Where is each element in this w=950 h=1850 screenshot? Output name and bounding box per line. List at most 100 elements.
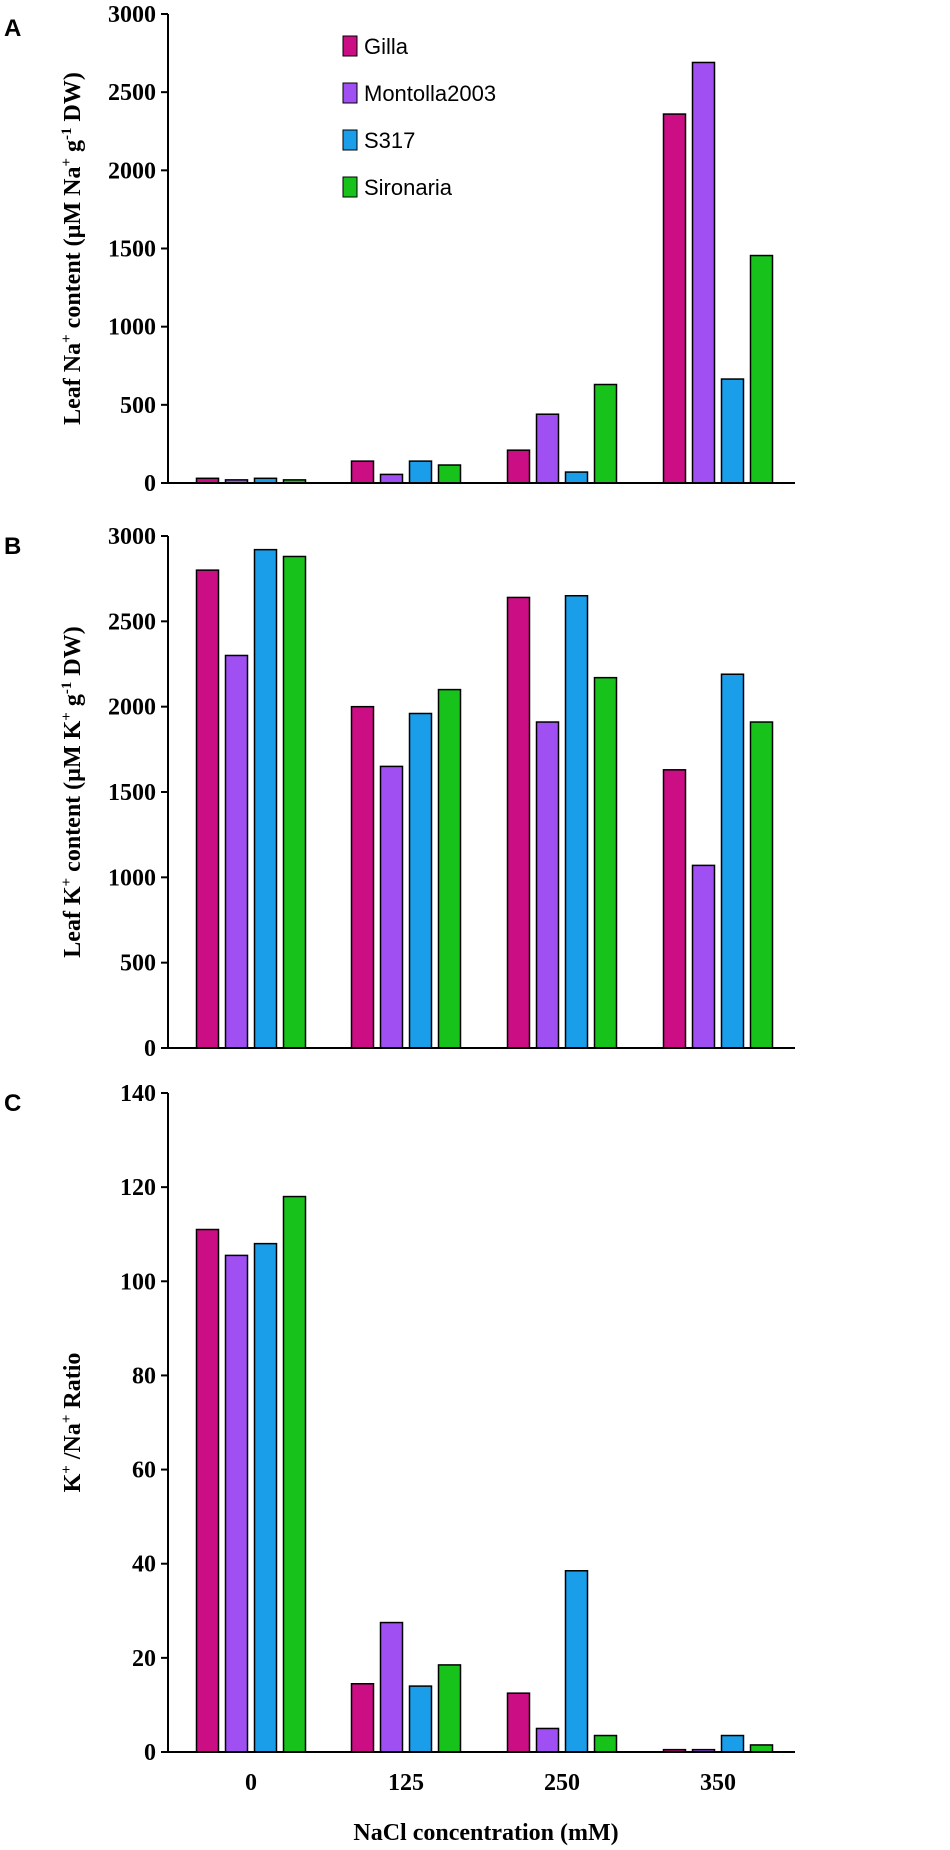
legend-label: Gilla	[364, 34, 409, 59]
y-axis-title-part: content (µM K	[60, 720, 86, 877]
bar-montolla2003-350	[691, 61, 716, 484]
x-tick-label: 125	[388, 1770, 424, 1796]
panel-letter: A	[4, 15, 21, 42]
y-tick-label: 1000	[108, 865, 156, 891]
y-axis-title-part: DW)	[60, 72, 86, 127]
bar-s317-125	[408, 460, 433, 484]
panel-letter: B	[4, 533, 21, 560]
y-tick-label: 0	[144, 471, 156, 497]
bar-montolla2003-250	[535, 413, 560, 484]
bar-gilla-125	[350, 705, 375, 1049]
bar-s317-0	[253, 548, 278, 1049]
y-tick-label: 20	[132, 1646, 156, 1672]
bar-sironaria-125	[437, 1664, 462, 1753]
y-axis-title: Leaf Na+ content (µM Na+ g-1 DW)	[59, 72, 86, 425]
legend-label: Montolla2003	[364, 81, 496, 106]
bar-montolla2003-350	[691, 864, 716, 1049]
bar-sironaria-125	[437, 464, 462, 484]
bar-s317-250	[564, 471, 589, 484]
bar-sironaria-250	[593, 676, 618, 1049]
y-axis-title-superscript: +	[59, 1465, 75, 1474]
x-tick-label: 0	[245, 1770, 257, 1796]
legend: Gilla Montolla2003 S317 Sironaria	[342, 34, 496, 200]
y-axis-title-superscript: +	[59, 334, 75, 343]
bar-sironaria-0	[282, 1195, 307, 1753]
bar-sironaria-350	[749, 1744, 774, 1753]
bar-s317-350	[720, 673, 745, 1049]
y-axis-title-superscript: +	[59, 1415, 75, 1424]
y-tick-label: 3000	[108, 524, 156, 550]
bar-gilla-250	[506, 1692, 531, 1753]
bar-sironaria-125	[437, 688, 462, 1049]
bar-s317-350	[720, 378, 745, 484]
bar-sironaria-350	[749, 254, 774, 484]
y-axis-title-superscript: +	[59, 878, 75, 887]
y-tick-label: 3000	[108, 2, 156, 28]
y-tick-label: 0	[144, 1740, 156, 1766]
legend-label: S317	[364, 128, 415, 153]
bar-gilla-0	[195, 569, 220, 1049]
y-tick-label: 500	[120, 951, 156, 977]
bar-gilla-250	[506, 596, 531, 1049]
y-axis-title-superscript: +	[59, 158, 75, 167]
y-axis-title-part: g	[60, 140, 86, 158]
y-tick-label: 40	[132, 1552, 156, 1578]
bar-montolla2003-0	[224, 1254, 249, 1753]
bar-gilla-125	[350, 460, 375, 484]
bar-montolla2003-250	[535, 721, 560, 1049]
legend-swatch	[342, 129, 358, 151]
y-tick-label: 2500	[108, 80, 156, 106]
y-tick-label: 120	[120, 1175, 156, 1201]
panel-c: C 0 20 40 60 80 100 120 140 K+ /Na+ Ratio 0 125 250 3…	[4, 1081, 795, 1846]
bar-s317-250	[564, 1570, 589, 1753]
legend-label: Sironaria	[364, 175, 453, 200]
y-tick-label: 100	[120, 1269, 156, 1295]
y-tick-label: 0	[144, 1036, 156, 1062]
y-tick-label: 1000	[108, 315, 156, 341]
bar-sironaria-350	[749, 721, 774, 1049]
y-axis-title-part: Ratio	[60, 1353, 86, 1415]
y-axis-title-part: DW)	[60, 626, 86, 681]
bar-sironaria-250	[593, 1734, 618, 1753]
bar-montolla2003-125	[379, 1621, 404, 1753]
bar-montolla2003-125	[379, 473, 404, 484]
y-tick-label: 2500	[108, 609, 156, 635]
bar-montolla2003-125	[379, 765, 404, 1049]
x-tick-label: 250	[544, 1770, 580, 1796]
y-axis-title-part: content (µM Na	[60, 167, 86, 335]
y-axis-title: K+ /Na+ Ratio	[59, 1353, 86, 1493]
bar-s317-125	[408, 712, 433, 1049]
legend-swatch	[342, 176, 358, 198]
y-axis-title-part: Leaf Na	[60, 343, 86, 425]
y-axis-title-part: g	[60, 694, 86, 712]
y-tick-label: 2000	[108, 695, 156, 721]
y-axis-title-part: K	[60, 1473, 86, 1492]
y-tick-label: 1500	[108, 237, 156, 263]
y-tick-label: 1500	[108, 780, 156, 806]
y-tick-label: 80	[132, 1363, 156, 1389]
bar-s317-250	[564, 594, 589, 1049]
y-tick-label: 140	[120, 1081, 156, 1107]
bar-s317-350	[720, 1734, 745, 1753]
y-axis-title-superscript: +	[59, 712, 75, 721]
y-tick-label: 60	[132, 1458, 156, 1484]
legend-swatch	[342, 35, 358, 57]
y-axis-title-superscript: -1	[59, 127, 75, 140]
x-axis-title: NaCl concentration (mM)	[353, 1820, 618, 1846]
bar-s317-125	[408, 1685, 433, 1753]
bar-montolla2003-250	[535, 1727, 560, 1753]
panel-letter: C	[4, 1090, 21, 1117]
bar-sironaria-0	[282, 555, 307, 1049]
x-tick-label: 350	[700, 1770, 736, 1796]
bar-gilla-0	[195, 1228, 220, 1753]
y-axis-title-superscript: -1	[59, 682, 75, 695]
y-tick-label: 2000	[108, 158, 156, 184]
y-tick-label: 500	[120, 393, 156, 419]
bar-sironaria-250	[593, 383, 618, 484]
y-axis-title-part: Leaf K	[60, 886, 86, 958]
legend-swatch	[342, 82, 358, 104]
bar-gilla-350	[662, 769, 687, 1049]
